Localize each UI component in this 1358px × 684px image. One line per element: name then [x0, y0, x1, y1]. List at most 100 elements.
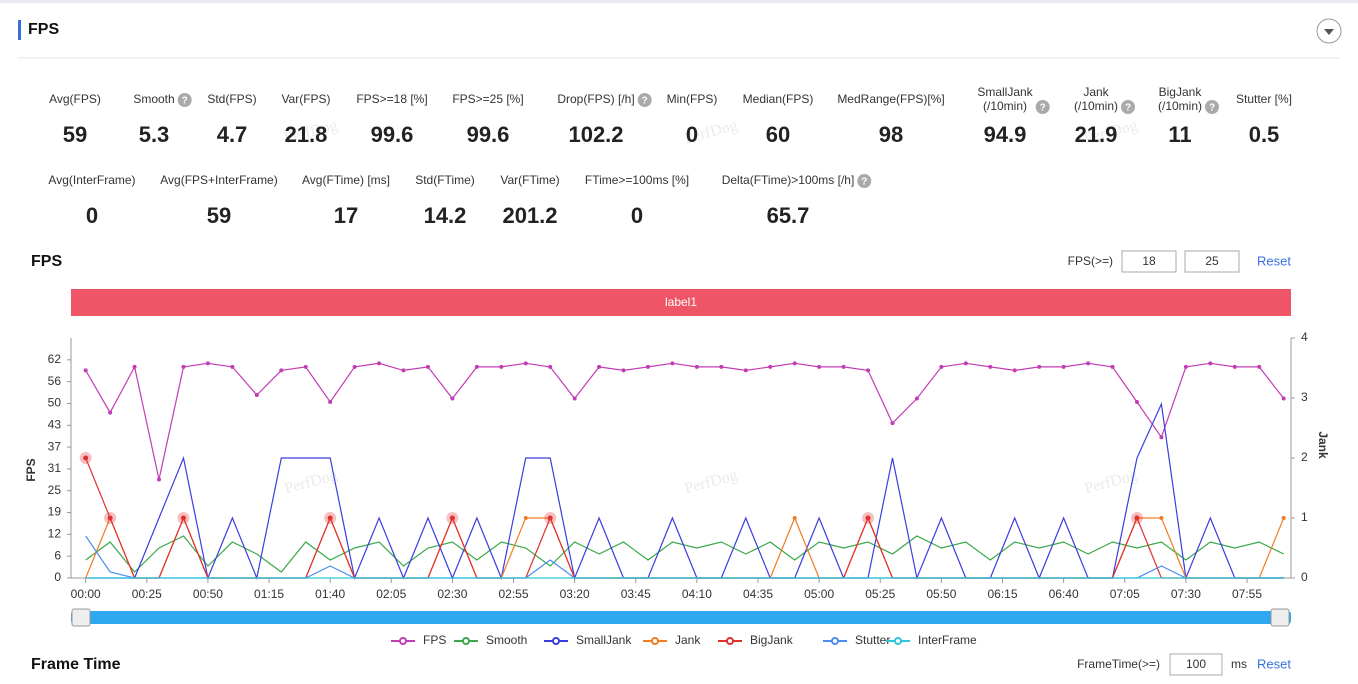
point	[792, 361, 797, 366]
series-line	[85, 401, 1284, 581]
legend-label[interactable]: Stutter	[855, 633, 890, 647]
point	[1183, 364, 1188, 369]
stat-label: FPS>=18 [%]	[356, 92, 427, 106]
x-tick-label: 05:00	[804, 587, 834, 601]
title-accent	[18, 20, 21, 40]
stat-value: 201.2	[502, 203, 557, 228]
point	[670, 361, 675, 366]
threshold-value: 18	[1142, 254, 1156, 268]
threshold-input[interactable]	[1121, 250, 1177, 273]
point	[1061, 364, 1066, 369]
y-tick-label: 0	[54, 570, 61, 584]
y-axis-title: FPS	[24, 458, 38, 481]
stat-label: Std(FPS)	[207, 92, 256, 106]
stat-label: Avg(FTime) [ms]	[302, 173, 390, 187]
y-tick-label: 31	[48, 461, 62, 475]
legend-label[interactable]: SmallJank	[576, 633, 632, 647]
legend-label[interactable]: Smooth	[486, 633, 527, 647]
range-slider[interactable]	[71, 608, 1291, 627]
stat-label: SmallJank	[977, 85, 1033, 99]
point	[1086, 361, 1091, 366]
point	[1281, 516, 1286, 520]
series-line	[85, 362, 1285, 480]
point	[230, 364, 235, 369]
collapse-button[interactable]	[1316, 18, 1342, 44]
watermark: PerfDog	[283, 467, 340, 497]
point	[205, 361, 210, 366]
stat-value: 5.3	[139, 122, 170, 147]
y-tick-label: 50	[48, 396, 62, 410]
x-tick-label: 02:55	[499, 587, 529, 601]
stat-label: Var(FPS)	[281, 92, 330, 106]
stat-value: 94.9	[984, 122, 1027, 147]
help-circle	[177, 93, 192, 107]
stat-label: FTime>=100ms [%]	[585, 173, 689, 187]
x-tick-label: 05:50	[926, 587, 956, 601]
point	[1257, 364, 1262, 369]
y-tick-label: 6	[54, 548, 61, 562]
threshold-input[interactable]	[1184, 250, 1240, 273]
stat-value: 59	[207, 203, 231, 228]
stat-value: 65.7	[767, 203, 810, 228]
point	[352, 364, 357, 369]
point	[303, 364, 308, 369]
x-tick-label: 06:40	[1049, 587, 1079, 601]
stat-label: Min(FPS)	[667, 92, 718, 106]
legend-marker	[651, 637, 659, 645]
reset-button[interactable]: Reset	[1257, 656, 1291, 671]
point	[108, 410, 113, 415]
point	[768, 364, 773, 369]
threshold-input[interactable]	[1169, 653, 1223, 676]
y2-tick-label: 1	[1301, 510, 1308, 524]
legend-label[interactable]: BigJank	[750, 633, 794, 647]
stat-label: Delta(FTime)>100ms [/h]	[722, 173, 855, 187]
y2-tick-label: 2	[1301, 450, 1308, 464]
unit: ms	[1231, 657, 1247, 671]
point	[1232, 364, 1237, 369]
threshold-value: 25	[1205, 254, 1219, 268]
legend-label[interactable]: Jank	[675, 633, 701, 647]
x-tick-label: 03:20	[560, 587, 590, 601]
y-tick-label: 43	[48, 417, 62, 431]
legend-label[interactable]: InterFrame	[918, 633, 977, 647]
x-tick-label: 01:15	[254, 587, 284, 601]
stat-value: 21.9	[1075, 122, 1118, 147]
point	[425, 364, 430, 369]
point	[254, 393, 259, 398]
x-tick-label: 07:55	[1232, 587, 1262, 601]
help-mark: ?	[642, 96, 648, 107]
stat-value: 99.6	[467, 122, 510, 147]
help-icon[interactable]: ?	[177, 93, 192, 107]
legend-label[interactable]: FPS	[423, 633, 446, 647]
point	[1134, 400, 1139, 405]
x-tick-label: 00:00	[71, 587, 101, 601]
top-border	[0, 0, 1358, 3]
point	[645, 364, 650, 369]
point	[499, 364, 504, 369]
help-icon[interactable]: ?	[857, 174, 872, 188]
help-mark: ?	[861, 177, 867, 188]
point	[181, 364, 186, 369]
stat-value: 102.2	[568, 122, 623, 147]
stat-label: Jank	[1083, 85, 1109, 99]
help-icon[interactable]: ?	[1121, 100, 1136, 114]
point	[279, 368, 284, 373]
point	[547, 515, 553, 521]
stat-label: BigJank	[1159, 85, 1203, 99]
point	[1110, 364, 1115, 369]
help-mark: ?	[1040, 103, 1046, 114]
help-circle	[857, 174, 872, 188]
y-tick-label: 56	[48, 374, 62, 388]
series-line	[85, 535, 1284, 579]
x-tick-label: 05:25	[865, 587, 895, 601]
help-icon[interactable]: ?	[1205, 100, 1220, 114]
help-mark: ?	[1209, 103, 1215, 114]
point	[694, 364, 699, 369]
point	[157, 477, 162, 482]
reset-button[interactable]: Reset	[1257, 253, 1291, 268]
section-title: Frame Time	[31, 656, 121, 673]
stat-label: Avg(FPS)	[49, 92, 101, 106]
help-icon[interactable]: ?	[1035, 100, 1050, 114]
help-icon[interactable]: ?	[637, 93, 652, 107]
y2-axis-title: Jank	[1316, 431, 1330, 459]
